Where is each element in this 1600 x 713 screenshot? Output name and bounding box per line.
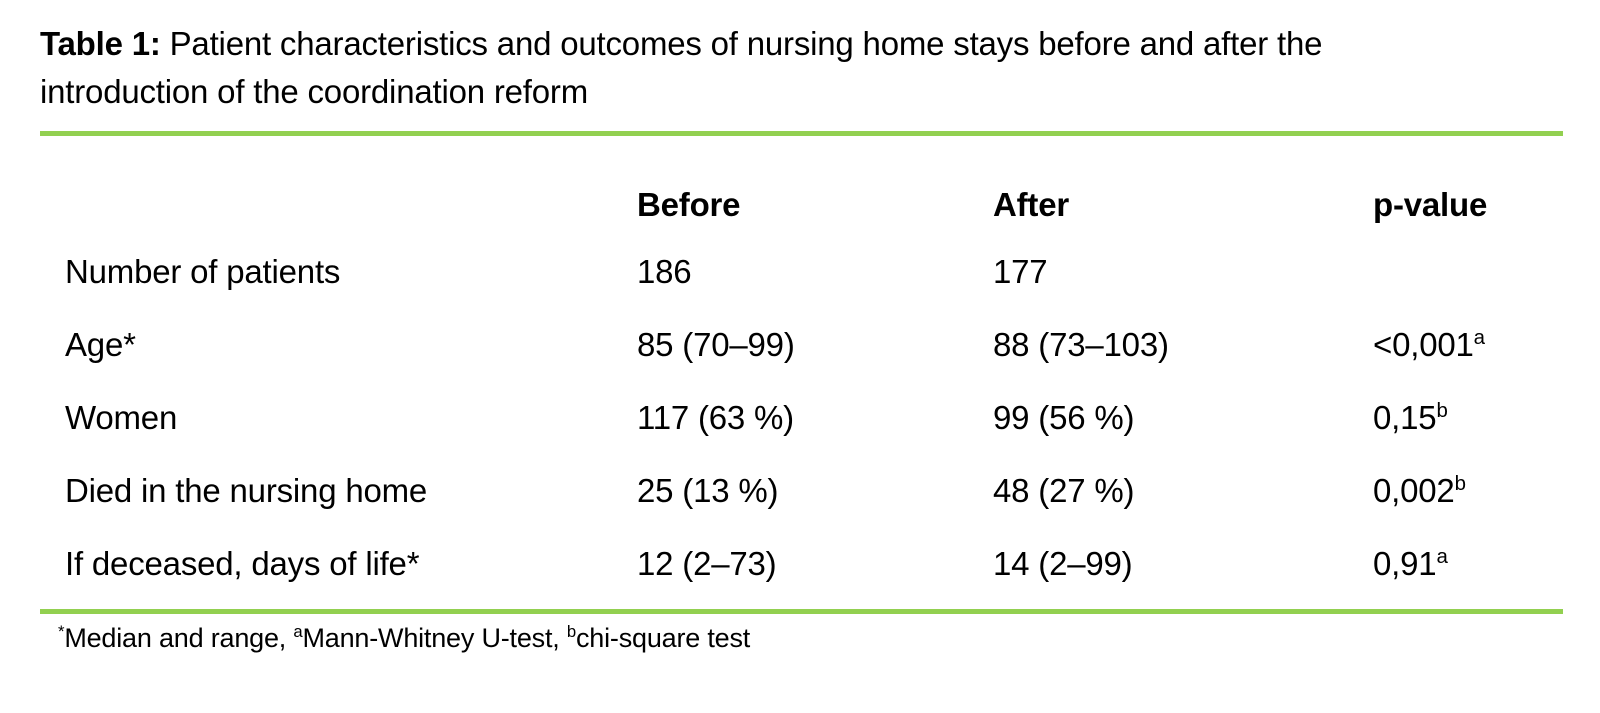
cell-before: 85 (70–99) xyxy=(637,326,795,364)
row-label: Died in the nursing home xyxy=(65,472,428,510)
footnote-marker-b: b xyxy=(566,621,576,641)
cell-pvalue: 0,002b xyxy=(1373,472,1588,510)
cell-after: 48 (27 %) xyxy=(993,472,1135,510)
table-body: Number of patients 186 177 Age* 85 (70–9… xyxy=(40,236,1563,601)
table-figure-page: Table 1: Patient characteristics and out… xyxy=(0,20,1600,713)
footnote-text-median: Median and range, xyxy=(64,622,294,653)
cell-pvalue: 0,91a xyxy=(1373,545,1588,583)
cell-after: 88 (73–103) xyxy=(993,326,1169,364)
table-header-row: Before After p-value xyxy=(40,136,1563,236)
pvalue-superscript: a xyxy=(1436,545,1448,569)
row-label: Age* xyxy=(65,326,136,364)
header-after: After xyxy=(993,185,1070,223)
cell-after: 177 xyxy=(993,253,1048,291)
cell-after: 14 (2–99) xyxy=(993,545,1133,583)
footnote-text-mannwhitney: Mann-Whitney U-test, xyxy=(302,622,567,653)
cell-before: 117 (63 %) xyxy=(637,399,794,437)
cell-after: 99 (56 %) xyxy=(993,399,1135,437)
row-label: If deceased, days of life* xyxy=(65,545,420,583)
pvalue-text: <0,001 xyxy=(1373,326,1474,364)
bottom-rule xyxy=(40,608,1563,614)
cell-before: 186 xyxy=(637,253,692,291)
header-pvalue: p-value xyxy=(1373,185,1488,223)
table-caption: Table 1: Patient characteristics and out… xyxy=(40,20,1495,116)
pvalue-superscript: a xyxy=(1473,326,1485,350)
pvalue-text: 0,15 xyxy=(1373,399,1437,437)
header-before: Before xyxy=(637,185,741,223)
top-rule xyxy=(40,130,1563,136)
footnote-text-chisquare: chi-square test xyxy=(576,622,751,653)
footnote-marker-a: a xyxy=(293,621,303,641)
pvalue-superscript: b xyxy=(1436,399,1448,423)
table-caption-number: Table 1: xyxy=(40,25,161,62)
row-label: Number of patients xyxy=(65,253,341,291)
table-caption-text: Patient characteristics and outcomes of … xyxy=(40,25,1323,110)
cell-pvalue: 0,15b xyxy=(1373,399,1588,437)
pvalue-text: 0,002 xyxy=(1373,472,1455,510)
pvalue-text: 0,91 xyxy=(1373,545,1437,583)
footnote-marker-asterisk: * xyxy=(58,621,65,641)
cell-before: 12 (2–73) xyxy=(637,545,777,583)
pvalue-superscript: b xyxy=(1454,472,1466,496)
cell-before: 25 (13 %) xyxy=(637,472,779,510)
row-label: Women xyxy=(65,399,178,437)
table-footnote: *Median and range, aMann-Whitney U-test,… xyxy=(58,623,1600,654)
cell-pvalue: <0,001a xyxy=(1373,326,1588,364)
